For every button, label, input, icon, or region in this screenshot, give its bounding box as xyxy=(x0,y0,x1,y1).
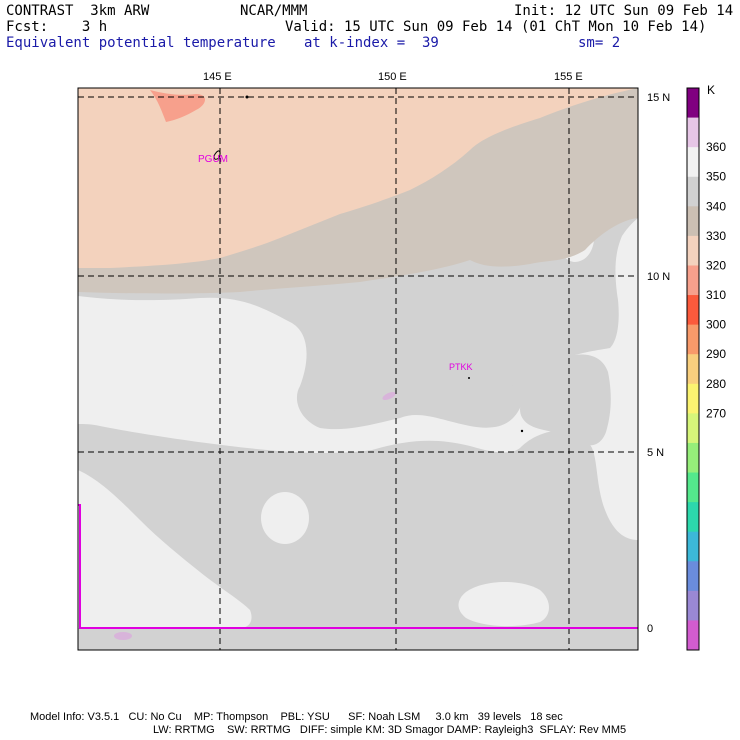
island-marker-a xyxy=(245,95,249,99)
domain-boundary xyxy=(78,504,638,629)
region-365-central xyxy=(78,218,638,540)
region-270-spot-b xyxy=(114,632,132,640)
region-352-mid xyxy=(320,345,540,423)
forecast-hour: Fcst: 3 h xyxy=(6,19,108,35)
region-365-lowerleft xyxy=(78,470,252,628)
colorbar-swatch xyxy=(687,324,699,355)
colorbar-label: 320 xyxy=(706,258,726,272)
colorbar-unit: K xyxy=(707,83,715,97)
colorbar-swatch xyxy=(687,620,699,651)
colorbar-swatch xyxy=(687,206,699,237)
colorbar-swatch xyxy=(687,295,699,326)
lon-label-150: 150 E xyxy=(378,71,407,83)
colorbar-swatch xyxy=(687,531,699,562)
graticule xyxy=(78,88,638,650)
region-340 xyxy=(78,88,638,268)
region-365-blob-a xyxy=(261,492,309,544)
colorbar-swatch xyxy=(687,383,699,414)
colorbar-swatch xyxy=(687,442,699,474)
init-time: Init: 12 UTC Sun 09 Feb 14 xyxy=(514,3,734,19)
lat-label-0: 0 xyxy=(647,623,653,635)
island-marker-b xyxy=(468,377,470,379)
station-pgum: PGUM xyxy=(198,154,228,165)
colorbar-label: 290 xyxy=(706,347,726,361)
colorbar-swatch xyxy=(687,413,699,444)
colorbar-swatch xyxy=(687,590,699,621)
smoothing-info: sm= 2 xyxy=(578,35,621,51)
lon-label-145: 145 E xyxy=(203,71,232,83)
map-panel xyxy=(77,87,639,651)
island-guam xyxy=(213,150,221,160)
colorbar-label: 330 xyxy=(706,229,726,243)
lat-label-10n: 10 N xyxy=(647,271,670,283)
region-352-right xyxy=(520,354,611,446)
colorbar-frame xyxy=(686,87,700,651)
colorbar-label: 270 xyxy=(706,406,726,420)
colorbar-label: 340 xyxy=(706,199,726,213)
region-365-blob-b xyxy=(458,581,549,627)
station-ptkk: PTKK xyxy=(449,362,473,372)
colorbar-label: 300 xyxy=(706,318,726,332)
colorbar-swatch xyxy=(687,354,699,385)
colorbar-swatch xyxy=(687,117,699,148)
colorbar-label: 310 xyxy=(706,288,726,302)
region-365-blob-c xyxy=(78,397,106,411)
colorbar-label: 360 xyxy=(706,140,726,154)
valid-time: Valid: 15 UTC Sun 09 Feb 14 (01 ChT Mon … xyxy=(285,19,707,35)
footer-line-2: LW: RRTMG SW: RRTMG DIFF: simple KM: 3D … xyxy=(153,724,627,736)
colorbar-swatch xyxy=(687,265,699,296)
colorbar-swatch xyxy=(687,235,699,266)
region-330 xyxy=(150,90,205,122)
lat-label-15n: 15 N xyxy=(647,92,670,104)
footer-line-1: Model Info: V3.5.1 CU: No Cu MP: Thompso… xyxy=(30,711,563,723)
colorbar-swatch xyxy=(687,176,699,207)
field-name: Equivalent potential temperature xyxy=(6,35,276,51)
island-marker-c xyxy=(520,429,524,433)
colorbar: 360 350 340 330 320 310 300 290 280 270 xyxy=(686,87,726,651)
colorbar-swatch xyxy=(687,502,699,533)
level-info: at k-index = 39 xyxy=(304,35,439,51)
colorbar-label: 280 xyxy=(706,377,726,391)
map-frame xyxy=(77,87,639,651)
lon-label-155: 155 E xyxy=(554,71,583,83)
colorbar-label: 350 xyxy=(706,170,726,184)
colorbar-swatch xyxy=(687,472,699,503)
organization: NCAR/MMM xyxy=(240,3,308,19)
model-title: CONTRAST 3km ARW xyxy=(6,3,150,19)
colorbar-swatch xyxy=(687,147,699,178)
lat-label-5n: 5 N xyxy=(647,447,664,459)
region-270-spot-a xyxy=(382,391,396,401)
colorbar-swatch xyxy=(687,88,699,119)
colorbar-swatch xyxy=(687,561,699,592)
